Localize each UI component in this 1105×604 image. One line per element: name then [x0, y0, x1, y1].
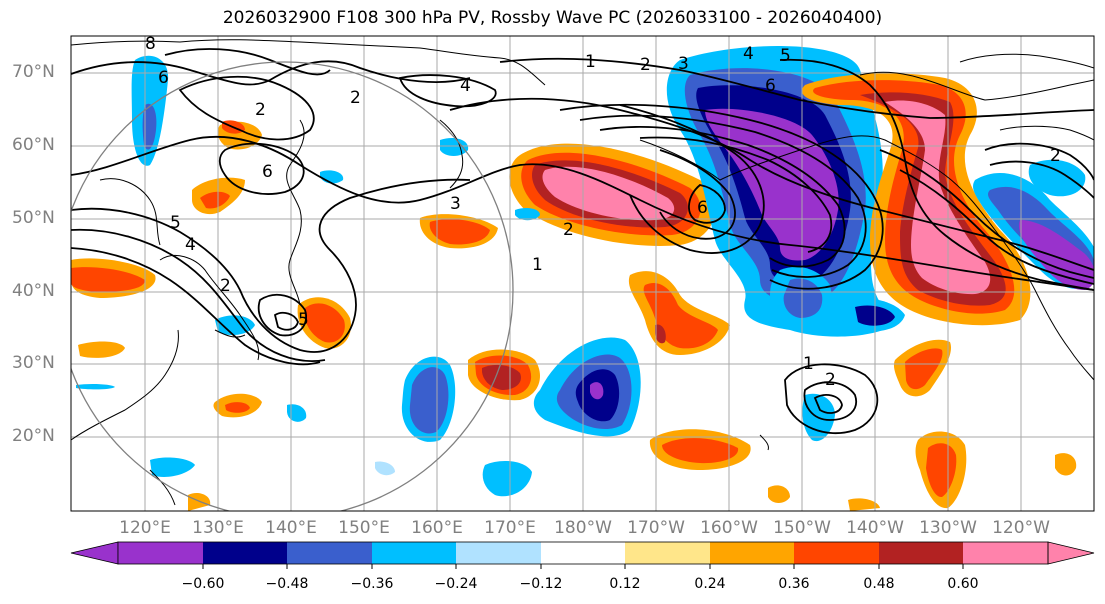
contour-label: 5 — [170, 213, 181, 233]
graticule — [71, 36, 1094, 511]
contour-label: 2 — [640, 55, 651, 75]
contour-label: 1 — [585, 52, 596, 72]
lon-label: 150°E — [338, 518, 390, 538]
contour-label: 2 — [1050, 146, 1061, 166]
contour-label: 6 — [158, 68, 169, 88]
contour-label: 6 — [697, 198, 708, 218]
contour-label: 8 — [145, 34, 156, 54]
contour-label: 3 — [678, 54, 689, 74]
lon-label: 140°W — [846, 518, 904, 538]
colorbar-min-arrow — [70, 541, 119, 565]
contour-label: 2 — [350, 88, 361, 108]
colorbar-tick-label: −0.48 — [265, 576, 309, 592]
contour-label: 4 — [460, 76, 471, 96]
colorbar-tick-label: −0.36 — [350, 576, 394, 592]
lon-label: 180°W — [554, 518, 612, 538]
colorbar-tick-label: 0.60 — [947, 576, 979, 592]
lat-label: 40°N — [12, 281, 55, 301]
contour-label: 3 — [450, 194, 461, 214]
colorbar-tick-label: −0.60 — [181, 576, 225, 592]
lon-label: 160°W — [700, 518, 758, 538]
colorbar-tick-label: 0.36 — [778, 576, 810, 592]
contour-label: 5 — [298, 310, 309, 330]
lat-label: 30°N — [12, 353, 55, 373]
contour-label: 4 — [185, 235, 196, 255]
lon-label: 170°E — [484, 518, 536, 538]
contour-label: 6 — [765, 76, 776, 96]
map-area — [71, 36, 1094, 511]
contour-label: 2 — [563, 220, 574, 240]
lon-label: 150°W — [773, 518, 831, 538]
contour-label: 5 — [780, 46, 791, 66]
contour-label: 1 — [803, 354, 814, 374]
contour-label: 1 — [532, 255, 543, 275]
contour-label: 6 — [262, 162, 273, 182]
colorbar-tick-label: 0.24 — [694, 576, 726, 592]
map-title: 2026032900 F108 300 hPa PV, Rossby Wave … — [222, 8, 883, 28]
map-frame — [70, 35, 1095, 512]
lon-label: 120°E — [119, 518, 171, 538]
lon-label: 120°W — [992, 518, 1050, 538]
lon-label: 130°E — [192, 518, 244, 538]
lon-label: 170°W — [627, 518, 685, 538]
colorbar-tick-label: 0.48 — [863, 576, 895, 592]
lon-label: 160°E — [411, 518, 463, 538]
contour-label: 2 — [825, 370, 836, 390]
colorbar — [70, 541, 1095, 569]
lat-label: 70°N — [12, 62, 55, 82]
colorbar-tick-label: 0.12 — [609, 576, 641, 592]
colorbar-tick-label: −0.12 — [519, 576, 563, 592]
colorbar-max-arrow — [1047, 541, 1095, 565]
lon-label: 130°W — [919, 518, 977, 538]
contour-label: 2 — [255, 100, 266, 120]
contour-label: 2 — [220, 276, 231, 296]
lat-label: 60°N — [12, 135, 55, 155]
range-circle — [71, 61, 514, 511]
lon-label: 140°E — [265, 518, 317, 538]
colorbar-tick-label: −0.24 — [434, 576, 478, 592]
lat-label: 20°N — [12, 426, 55, 446]
lat-label: 50°N — [12, 208, 55, 228]
pv-contours — [71, 48, 1094, 435]
contour-label: 4 — [743, 44, 754, 64]
